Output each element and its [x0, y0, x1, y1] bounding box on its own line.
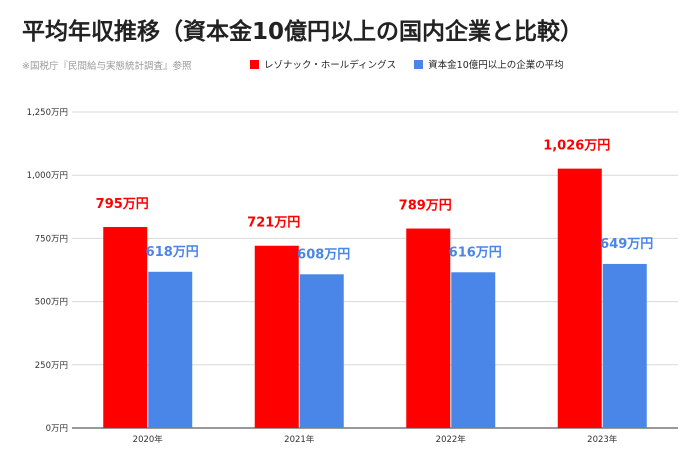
data-label-series1: 1,026万円: [543, 139, 610, 154]
x-tick-label: 2022年: [436, 434, 467, 445]
bar-series1: [254, 245, 299, 428]
legend-label-series2: 資本金10億円以上の企業の平均: [428, 60, 564, 71]
bar-series1: [103, 227, 148, 428]
legend-item-series1: レゾナック・ホールディングス: [250, 57, 396, 71]
x-tick-label: 2020年: [133, 434, 164, 445]
y-tick-label: 0万円: [46, 424, 68, 434]
bar-series2: [451, 272, 496, 428]
data-label-series2: 649万円: [600, 237, 653, 252]
y-tick-label: 750万円: [35, 234, 68, 244]
legend-swatch-series1: [250, 59, 259, 69]
source-note: ※国税庁『民間給与実態統計調査』参照: [22, 61, 192, 72]
y-tick-label: 500万円: [35, 298, 68, 308]
bar-series2: [602, 263, 647, 428]
legend-item-series2: 資本金10億円以上の企業の平均: [414, 57, 564, 71]
legend-label-series1: レゾナック・ホールディングス: [264, 60, 397, 71]
y-tick-label: 250万円: [35, 361, 68, 371]
data-label-series1: 721万円: [247, 216, 300, 231]
legend: レゾナック・ホールディングス 資本金10億円以上の企業の平均: [250, 57, 564, 71]
bar-series2: [299, 274, 344, 428]
legend-swatch-series2: [414, 59, 424, 69]
data-label-series2: 616万円: [449, 245, 502, 260]
data-label-series1: 789万円: [399, 199, 452, 214]
chart-title: 平均年収推移（資本金10億円以上の国内企業と比較）: [22, 19, 584, 45]
bar-series1: [406, 228, 451, 428]
data-label-series1: 795万円: [96, 197, 149, 212]
x-tick-label: 2023年: [587, 434, 618, 445]
y-tick-label: 1,250万円: [27, 108, 68, 118]
bar-series2: [148, 271, 193, 428]
data-label-series2: 618万円: [146, 245, 199, 260]
bar-series1: [557, 168, 602, 428]
data-label-series2: 608万円: [297, 247, 350, 262]
y-tick-label: 1,000万円: [27, 171, 68, 181]
x-tick-label: 2021年: [284, 434, 315, 445]
